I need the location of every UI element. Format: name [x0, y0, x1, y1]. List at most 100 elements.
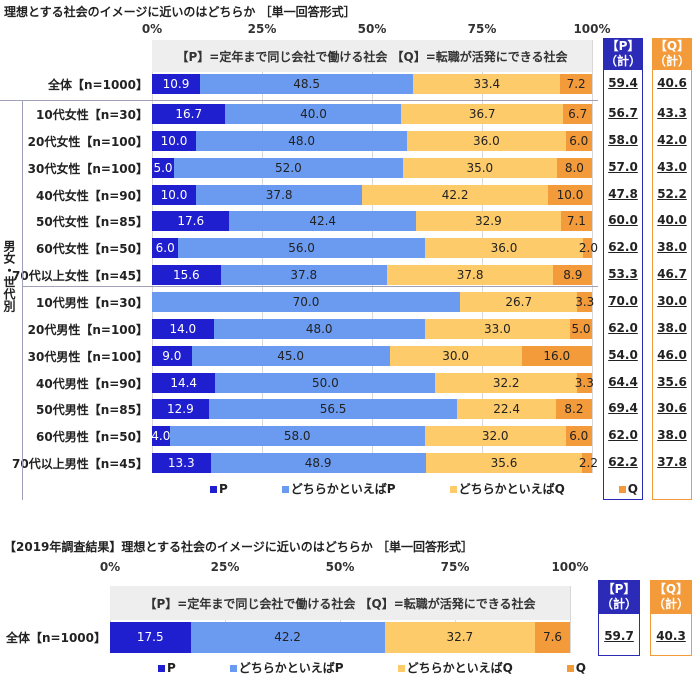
data-label: 37.8 — [265, 187, 293, 202]
category-label: 60代女性【n=50】 — [36, 242, 148, 257]
segment-q: 5.0 — [570, 318, 592, 339]
legend-swatch — [449, 486, 457, 493]
data-label: 52.0 — [275, 160, 302, 175]
data-label: 9.0 — [162, 348, 182, 363]
segment-lean-q: 36.0 — [424, 238, 584, 259]
data-label: 5.0 — [153, 160, 173, 175]
segment-p: 13.3 — [152, 453, 211, 474]
axis-tick-label: 50% — [357, 22, 387, 36]
legend-swatch — [618, 485, 626, 493]
segment-q: 10.0 — [548, 184, 592, 205]
segment-q: 6.0 — [565, 130, 592, 151]
segment-p: 17.5 — [110, 621, 191, 653]
p-total-value: 69.4 — [608, 401, 638, 416]
category-label: 50代女性【n=85】 — [36, 215, 148, 230]
segment-q: 6.0 — [565, 426, 592, 447]
segment-lean-q: 32.9 — [416, 211, 561, 232]
data-label: 2.2 — [578, 456, 598, 471]
data-label: 32.0 — [481, 429, 509, 444]
category-label: 50代男性【n=85】 — [36, 403, 148, 418]
data-label: 6.0 — [155, 241, 175, 256]
p-total-value: 62.0 — [608, 428, 638, 443]
legend-item-lean-p: どちらかといえばP — [281, 480, 396, 497]
data-label: 56.5 — [319, 402, 347, 417]
segment-q: 8.2 — [555, 399, 592, 420]
segment-p: 5.0 — [152, 157, 174, 178]
p-total-header-line2: （計） — [604, 54, 641, 68]
q-total-header: 【Q】 （計） — [652, 38, 692, 70]
data-label: 3.3 — [574, 375, 594, 390]
data-label: 6.0 — [569, 429, 589, 444]
data-label: 16.0 — [543, 348, 571, 363]
segment-lean-p: 48.0 — [196, 130, 408, 151]
category-label: 40代女性【n=90】 — [36, 188, 148, 203]
segment-lean-p: 37.8 — [220, 265, 387, 286]
p-total-value: 64.4 — [608, 374, 638, 389]
data-label: 7.6 — [542, 630, 563, 644]
category-label: 全体【n=1000】 — [6, 631, 106, 645]
category-label: 70代以上女性【n=45】 — [12, 269, 148, 284]
segment-p: 10.0 — [152, 130, 196, 151]
legend-item-q: Q — [618, 481, 638, 496]
segment-lean-q: 33.0 — [424, 318, 570, 339]
data-label: 6.7 — [568, 107, 588, 121]
segment-lean-q: 36.0 — [407, 130, 566, 151]
legend-label: Q — [575, 660, 586, 675]
data-label: 42.2 — [274, 630, 301, 644]
category-label: 20代女性【n=100】 — [27, 134, 148, 149]
legend-item-p: P — [158, 661, 176, 675]
segment-lean-q: 30.0 — [389, 345, 522, 366]
p-total-value: 53.3 — [608, 267, 638, 282]
data-label: 17.6 — [177, 214, 205, 229]
segment-p: 6.0 — [152, 238, 179, 259]
data-label: 35.6 — [490, 456, 518, 471]
legend-item-p: P — [210, 482, 228, 496]
axis-tick-label: 100% — [573, 22, 611, 36]
legend: P どちらかといえばP どちらかといえばQ Q — [210, 480, 638, 497]
q-total-value: 46.0 — [657, 347, 687, 362]
segment-lean-q: 22.4 — [457, 399, 556, 420]
segment-q: 3.3 — [574, 372, 594, 393]
definition-band: 【P】=定年まで同じ会社で働ける社会 【Q】=転職が活発にできる社会 — [152, 40, 592, 72]
p-total-value: 62.0 — [608, 320, 638, 335]
q-total-value: 35.6 — [657, 374, 687, 389]
data-label: 14.0 — [169, 321, 197, 336]
legend-label: P — [219, 481, 228, 496]
data-label: 15.6 — [172, 268, 200, 283]
legend-item-lean-p: どちらかといえばP — [229, 659, 344, 676]
data-label: 35.0 — [466, 160, 494, 175]
data-label: 10.9 — [162, 77, 190, 91]
data-label: 42.4 — [309, 214, 337, 229]
q-total-value: 38.0 — [657, 320, 687, 335]
legend-label: Q — [627, 481, 638, 496]
data-label: 48.9 — [304, 456, 332, 471]
category-label: 10代女性【n=30】 — [36, 108, 148, 122]
q-total-value: 40.0 — [657, 213, 687, 228]
data-label: 36.0 — [490, 241, 518, 256]
data-label: 50.0 — [312, 375, 339, 390]
p-total-value: 62.2 — [608, 455, 638, 470]
legend-swatch — [229, 665, 237, 672]
data-label: 8.0 — [564, 160, 584, 175]
data-label: 3.3 — [575, 294, 595, 309]
data-label: 26.7 — [505, 294, 533, 309]
data-label: 14.4 — [170, 375, 198, 390]
data-label: 58.0 — [283, 429, 311, 444]
segment-lean-q: 36.7 — [401, 104, 563, 124]
segment-lean-q: 42.2 — [362, 184, 548, 205]
q-total-value: 43.3 — [657, 106, 687, 120]
segment-p: 17.6 — [152, 211, 230, 232]
data-label: 12.9 — [167, 402, 194, 417]
data-label: 32.2 — [492, 375, 520, 390]
segment-q: 16.0 — [521, 345, 592, 366]
data-label: 8.9 — [563, 268, 583, 283]
data-label: 10.0 — [160, 187, 188, 202]
segment-p: 10.9 — [152, 74, 200, 94]
legend-item-lean-q: どちらかといえばQ — [449, 480, 565, 497]
segment-p: 10.0 — [152, 184, 196, 205]
p-total-header: 【P】 （計） — [603, 38, 643, 70]
data-label: 7.1 — [566, 214, 586, 229]
legend-swatch — [281, 486, 289, 493]
segment-q: 2.2 — [579, 453, 598, 474]
